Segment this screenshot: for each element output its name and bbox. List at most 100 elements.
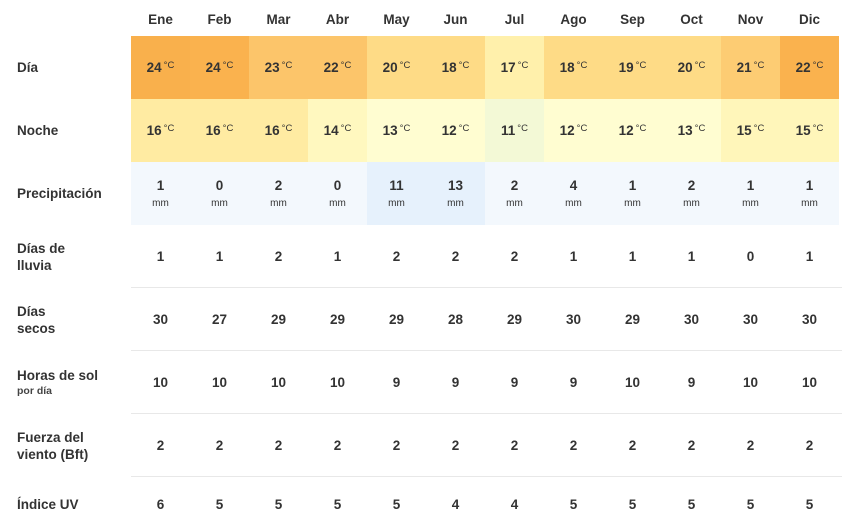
temp-value: 15 °C bbox=[737, 123, 765, 138]
precip-unit: mm bbox=[152, 198, 169, 209]
cell-dias-lluvia: 1 bbox=[603, 225, 662, 288]
cell-uv: 5 bbox=[249, 477, 308, 532]
row-label-noche: Noche bbox=[0, 99, 131, 162]
cell-precipitacion: 2 mm bbox=[485, 162, 544, 225]
temp-unit: °C bbox=[163, 60, 175, 71]
cell-value: 2 bbox=[392, 438, 401, 453]
cell-dias-secos: 30 bbox=[131, 288, 190, 351]
temp-unit: °C bbox=[576, 60, 588, 71]
temp-unit: °C bbox=[340, 123, 352, 134]
precip-number: 1 bbox=[805, 178, 814, 193]
cell-precipitacion: 1 mm bbox=[603, 162, 662, 225]
precip-number: 1 bbox=[746, 178, 755, 193]
cell-dias-lluvia: 2 bbox=[485, 225, 544, 288]
precip-number: 1 bbox=[156, 178, 165, 193]
month-header-7: Ago bbox=[560, 11, 587, 27]
cell-value: 29 bbox=[506, 312, 523, 327]
cell-value: 5 bbox=[215, 497, 224, 512]
temp-unit: °C bbox=[812, 123, 824, 134]
temp-value: 13 °C bbox=[383, 123, 411, 138]
cell-viento: 2 bbox=[485, 414, 544, 477]
cell-uv: 5 bbox=[190, 477, 249, 532]
temp-unit: °C bbox=[517, 123, 528, 134]
cell-value: 2 bbox=[215, 438, 224, 453]
cell-viento: 2 bbox=[662, 414, 721, 477]
row-label-dias-secos: Días secos bbox=[0, 288, 131, 351]
cell-dia: 24 °C bbox=[190, 36, 249, 99]
cell-precipitacion: 0 mm bbox=[308, 162, 367, 225]
cell-dia: 24 °C bbox=[131, 36, 190, 99]
temp-unit: °C bbox=[399, 123, 411, 134]
temp-unit: °C bbox=[694, 60, 706, 71]
row-uv: Índice UV 6 5 5 5 5 4 4 5 5 5 5 5 bbox=[0, 477, 852, 532]
temp-number: 20 bbox=[677, 60, 693, 75]
row-cells-dias-lluvia: 1 1 2 1 2 2 2 1 1 1 0 1 bbox=[131, 225, 839, 288]
row-cells-dias-secos: 30 27 29 29 29 28 29 30 29 30 30 30 bbox=[131, 288, 839, 351]
temp-unit: °C bbox=[458, 60, 470, 71]
cell-horas-sol: 9 bbox=[367, 351, 426, 414]
cell-value: 10 bbox=[742, 375, 759, 390]
temp-number: 24 bbox=[146, 60, 162, 75]
row-horas-sol: Horas de sol por día 10 10 10 10 9 9 9 9 10 9 10 10 bbox=[0, 351, 852, 414]
row-noche: Noche 16 °C 16 °C 16 °C 14 °C 13 °C 12 °C 11 °C 12 °C 12… bbox=[0, 99, 852, 162]
temp-number: 16 bbox=[205, 123, 221, 138]
cell-value: 10 bbox=[152, 375, 169, 390]
precip-unit: mm bbox=[624, 198, 641, 209]
row-cells-uv: 6 5 5 5 5 4 4 5 5 5 5 5 bbox=[131, 477, 839, 532]
cell-uv: 6 bbox=[131, 477, 190, 532]
temp-number: 15 bbox=[795, 123, 811, 138]
cell-value: 27 bbox=[211, 312, 228, 327]
temp-value: 11 °C bbox=[501, 123, 528, 138]
cell-dia: 18 °C bbox=[544, 36, 603, 99]
cell-horas-sol: 9 bbox=[426, 351, 485, 414]
cell-value: 0 bbox=[746, 249, 755, 264]
cell-value: 5 bbox=[687, 497, 696, 512]
cell-dia: 22 °C bbox=[308, 36, 367, 99]
row-cells-dia: 24 °C 24 °C 23 °C 22 °C 20 °C 18 °C 17 °C 18 °C 19 °C 20 °C… bbox=[131, 36, 839, 99]
cell-value: 2 bbox=[451, 249, 460, 264]
month-header-1: Feb bbox=[207, 11, 232, 27]
cell-noche: 14 °C bbox=[308, 99, 367, 162]
cell-horas-sol: 10 bbox=[721, 351, 780, 414]
cell-dias-secos: 30 bbox=[780, 288, 839, 351]
temp-number: 19 bbox=[618, 60, 634, 75]
precip-number: 2 bbox=[510, 178, 519, 193]
cell-value: 5 bbox=[805, 497, 814, 512]
temp-unit: °C bbox=[694, 123, 706, 134]
cell-dias-secos: 29 bbox=[367, 288, 426, 351]
cell-noche: 15 °C bbox=[721, 99, 780, 162]
cell-value: 1 bbox=[805, 249, 814, 264]
cell-dia: 20 °C bbox=[662, 36, 721, 99]
cell-value: 4 bbox=[510, 497, 519, 512]
precip-unit: mm bbox=[801, 198, 818, 209]
precip-number: 1 bbox=[628, 178, 637, 193]
cell-horas-sol: 10 bbox=[190, 351, 249, 414]
cell-value: 5 bbox=[392, 497, 401, 512]
row-sublabel: por día bbox=[17, 385, 53, 397]
month-header-row: Ene Feb Mar Abr May Jun Jul Ago Sep Oct Nov Dic bbox=[0, 0, 852, 36]
row-label-horas-sol: Horas de sol por día bbox=[0, 351, 131, 414]
cell-precipitacion: 2 mm bbox=[249, 162, 308, 225]
temp-number: 21 bbox=[736, 60, 752, 75]
cell-dias-lluvia: 1 bbox=[190, 225, 249, 288]
cell-value: 6 bbox=[156, 497, 165, 512]
temp-number: 20 bbox=[382, 60, 398, 75]
temp-value: 24 °C bbox=[147, 60, 175, 75]
row-label-text: Índice UV bbox=[17, 497, 79, 512]
temp-unit: °C bbox=[222, 60, 234, 71]
cell-dia: 22 °C bbox=[780, 36, 839, 99]
temp-unit: °C bbox=[340, 60, 352, 71]
cell-uv: 5 bbox=[367, 477, 426, 532]
temp-unit: °C bbox=[576, 123, 588, 134]
temp-number: 24 bbox=[205, 60, 221, 75]
precip-unit: mm bbox=[565, 198, 582, 209]
temp-value: 19 °C bbox=[619, 60, 647, 75]
row-label-precipitacion: Precipitación bbox=[0, 162, 131, 225]
temp-number: 18 bbox=[559, 60, 575, 75]
temp-value: 16 °C bbox=[265, 123, 293, 138]
cell-value: 2 bbox=[274, 438, 283, 453]
row-label-line1: Fuerza del bbox=[17, 429, 84, 445]
cell-precipitacion: 1 mm bbox=[721, 162, 780, 225]
precip-number: 0 bbox=[333, 178, 342, 193]
cell-dias-lluvia: 2 bbox=[367, 225, 426, 288]
